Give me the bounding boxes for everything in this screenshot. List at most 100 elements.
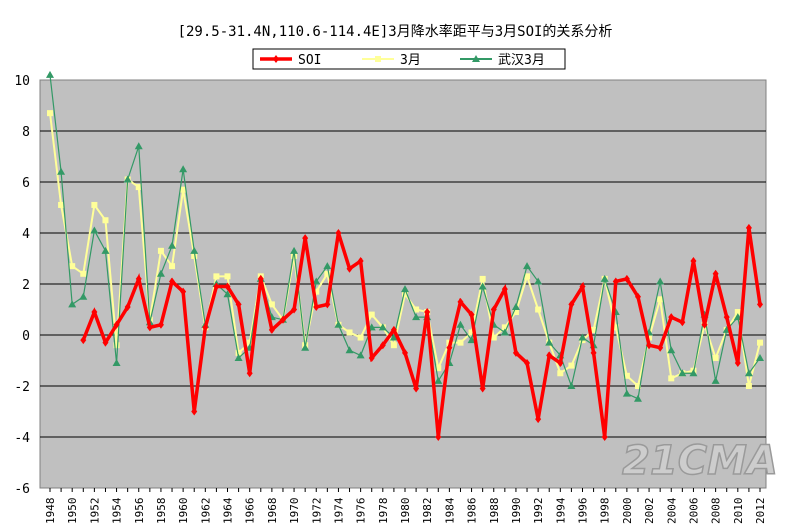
data-point xyxy=(246,339,253,346)
legend-label: SOI xyxy=(298,53,321,68)
data-point xyxy=(301,343,310,351)
data-point xyxy=(169,277,176,286)
data-point xyxy=(157,247,164,254)
data-point xyxy=(234,353,243,361)
data-point xyxy=(180,287,187,296)
data-point xyxy=(401,285,409,293)
data-point xyxy=(402,291,408,298)
data-point xyxy=(567,382,576,389)
y-tick-label: 4 xyxy=(22,227,30,242)
data-point xyxy=(80,336,87,345)
data-point xyxy=(235,349,242,356)
data-point xyxy=(389,333,398,341)
data-point xyxy=(368,353,375,362)
y-tick-label: -4 xyxy=(14,431,30,446)
data-point xyxy=(557,359,564,368)
data-point xyxy=(757,300,763,309)
x-tick-label: 1984 xyxy=(443,497,456,524)
data-point xyxy=(634,292,641,301)
data-point xyxy=(124,302,131,311)
data-point xyxy=(57,167,66,175)
data-point xyxy=(112,359,121,367)
data-point xyxy=(756,353,764,361)
data-point xyxy=(378,323,387,331)
data-point xyxy=(590,326,597,333)
data-point xyxy=(535,306,542,313)
data-point xyxy=(168,241,177,249)
data-point xyxy=(313,302,320,311)
y-tick-label: -2 xyxy=(14,380,30,395)
data-point xyxy=(646,341,653,350)
data-point xyxy=(757,339,763,346)
y-tick-label: 6 xyxy=(22,176,30,191)
chart-title: [29.5-31.4N,110.6-114.4E]3月降水率距平与3月SOI的关… xyxy=(178,23,613,40)
data-point xyxy=(157,320,164,329)
data-point xyxy=(657,343,664,352)
x-tick-label: 1992 xyxy=(532,498,545,525)
x-tick-label: 1990 xyxy=(510,498,523,525)
data-point xyxy=(58,201,65,208)
data-point xyxy=(545,338,554,346)
data-point xyxy=(500,328,509,336)
legend: SOI 3月 武汉3月 xyxy=(252,48,566,70)
data-point xyxy=(79,292,88,300)
x-tick-label: 1978 xyxy=(377,498,390,525)
data-point xyxy=(324,270,331,277)
data-point xyxy=(390,325,397,334)
data-point xyxy=(534,277,543,285)
data-point xyxy=(213,273,220,280)
data-point xyxy=(90,226,99,234)
data-point xyxy=(590,348,597,357)
data-point xyxy=(323,262,332,270)
data-point xyxy=(156,269,165,277)
data-point xyxy=(80,270,87,277)
data-point xyxy=(345,346,354,354)
x-tick-label: 2004 xyxy=(665,497,678,524)
data-point xyxy=(734,309,741,316)
y-tick-label: 8 xyxy=(22,125,30,140)
data-point xyxy=(402,348,408,357)
data-point xyxy=(601,433,608,441)
data-point xyxy=(701,320,708,329)
data-point xyxy=(413,306,420,313)
data-point xyxy=(346,264,353,273)
data-point xyxy=(578,333,587,341)
data-point xyxy=(313,288,320,295)
data-point xyxy=(490,305,497,314)
data-point xyxy=(468,329,475,336)
data-point xyxy=(690,257,697,266)
x-tick-label: 1980 xyxy=(399,498,412,525)
data-point xyxy=(523,262,532,270)
data-point xyxy=(101,246,110,254)
data-point xyxy=(468,310,475,319)
data-point xyxy=(512,309,519,316)
data-point xyxy=(246,369,253,378)
x-tick-label: 2006 xyxy=(687,498,700,525)
data-point xyxy=(324,300,331,309)
data-point xyxy=(678,369,687,377)
data-point xyxy=(346,329,353,336)
x-tick-label: 1960 xyxy=(177,498,190,525)
x-tick-label: 1972 xyxy=(310,498,323,525)
data-point xyxy=(557,370,564,377)
data-point xyxy=(191,252,198,259)
data-point xyxy=(291,305,298,314)
x-tick-label: 1958 xyxy=(155,498,168,525)
data-point xyxy=(501,324,508,331)
data-point xyxy=(213,282,220,291)
data-point xyxy=(456,320,465,328)
data-point xyxy=(657,296,664,303)
x-tick-label: 1950 xyxy=(66,498,79,525)
data-point xyxy=(180,186,187,193)
data-point xyxy=(224,273,231,280)
series-line xyxy=(81,227,762,438)
data-point xyxy=(668,375,675,382)
data-point xyxy=(689,369,698,377)
data-point xyxy=(579,282,586,291)
data-point xyxy=(47,110,53,117)
data-point xyxy=(91,201,98,208)
legend-label: 武汉3月 xyxy=(498,53,545,68)
x-tick-label: 1996 xyxy=(577,498,590,525)
